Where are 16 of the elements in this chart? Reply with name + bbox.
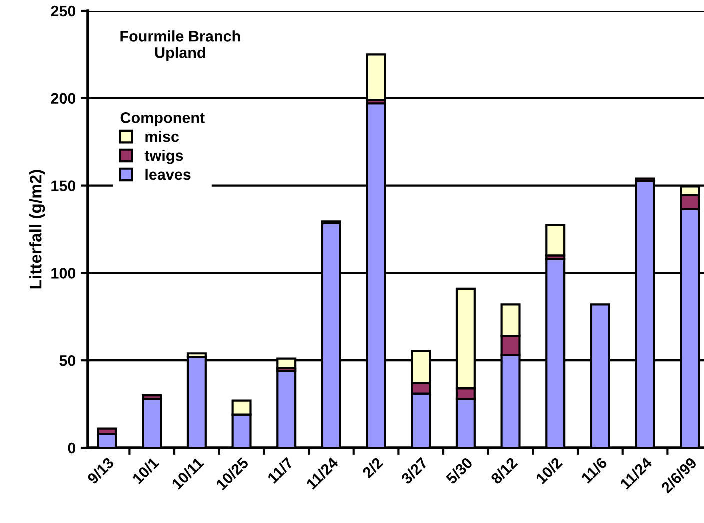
bar [546, 224, 566, 257]
legend-label: misc [146, 131, 180, 142]
legend-label: twigs [144, 150, 184, 164]
y-axis-title: Litterfall (g/m2) [30, 170, 46, 289]
y-tick-label: 250 [51, 6, 76, 17]
legend-title: Component [120, 112, 205, 126]
y-tick-label: 0 [68, 442, 76, 454]
y-tick-label: 150 [52, 180, 76, 192]
legend-label: leaves [146, 168, 191, 180]
y-tick-label: 50 [60, 355, 76, 366]
y-tick-label: 100 [52, 268, 76, 279]
x-tick-label: 10/1 [132, 456, 160, 485]
x-tick-label: 5/30 [445, 456, 474, 486]
y-tick-label: 200 [51, 93, 76, 104]
x-tick-label: 2/2 [362, 456, 384, 480]
text: Fourmile Branch Upland [120, 30, 240, 62]
